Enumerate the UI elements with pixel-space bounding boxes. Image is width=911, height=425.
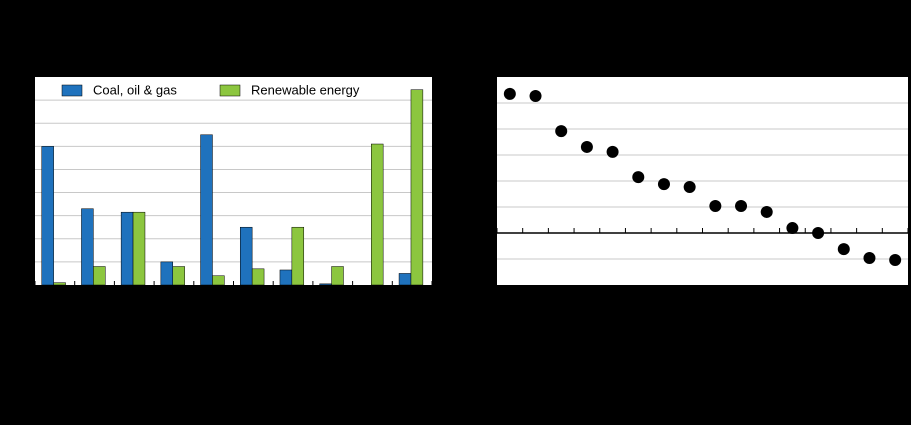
dot bbox=[632, 171, 645, 184]
dot bbox=[837, 243, 850, 256]
bar bbox=[212, 275, 225, 286]
plot-area-left bbox=[35, 77, 432, 285]
legend-swatch bbox=[61, 84, 83, 97]
bar bbox=[291, 226, 305, 286]
bar bbox=[279, 269, 293, 286]
bar bbox=[53, 282, 66, 286]
bar bbox=[41, 146, 54, 286]
dot bbox=[580, 140, 593, 153]
dot bbox=[735, 199, 748, 212]
bar bbox=[371, 143, 384, 286]
legend-label: Renewable energy bbox=[251, 82, 360, 97]
bar bbox=[172, 266, 185, 286]
legend-label: Coal, oil & gas bbox=[93, 82, 177, 97]
dot bbox=[889, 254, 902, 267]
bar bbox=[120, 211, 134, 286]
bar bbox=[398, 273, 412, 286]
dot bbox=[683, 180, 696, 193]
dot bbox=[657, 178, 670, 191]
dot bbox=[555, 125, 568, 138]
bar bbox=[319, 283, 332, 286]
dot bbox=[760, 205, 773, 218]
dot bbox=[606, 145, 619, 158]
bar bbox=[410, 89, 424, 286]
dot bbox=[812, 227, 825, 239]
bar bbox=[239, 226, 253, 286]
dot bbox=[786, 222, 799, 235]
bar bbox=[160, 261, 174, 286]
bar bbox=[331, 266, 344, 286]
bar bbox=[132, 211, 146, 286]
dot bbox=[529, 89, 542, 102]
bar bbox=[81, 208, 94, 286]
bar bbox=[251, 268, 265, 286]
bar bbox=[200, 134, 213, 286]
dot bbox=[863, 251, 876, 264]
dot bbox=[503, 87, 516, 100]
bar bbox=[93, 266, 106, 286]
legend-swatch bbox=[219, 84, 241, 97]
dot bbox=[709, 199, 722, 212]
